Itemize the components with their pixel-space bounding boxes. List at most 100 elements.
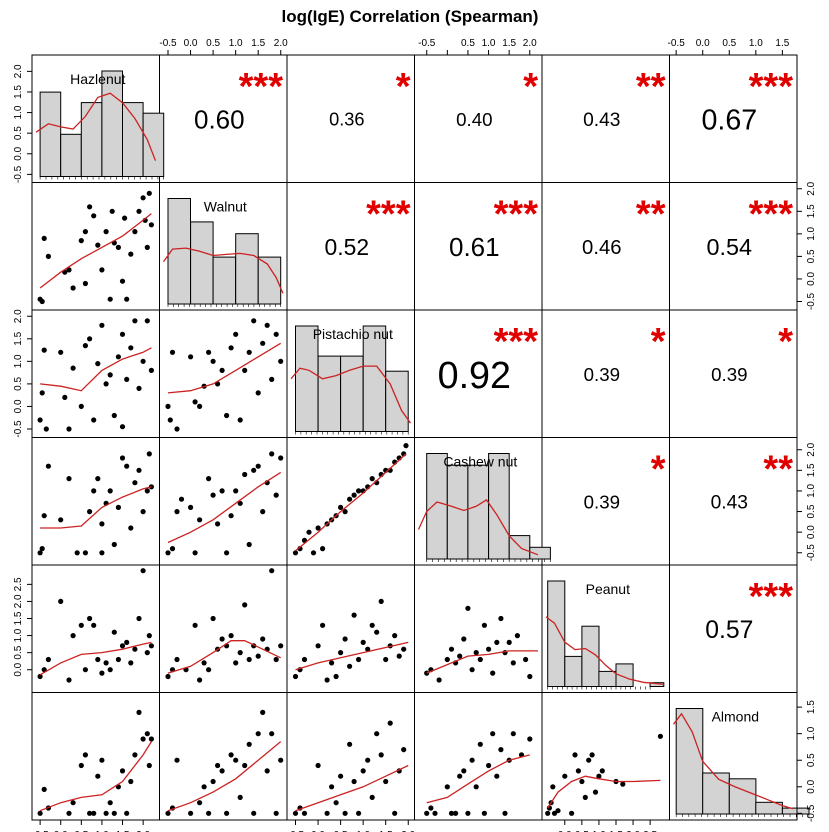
scatter-panel-peanut-vs-almond [545,733,664,816]
axis-tick-label: 1.5 [502,38,516,49]
data-point [260,636,266,642]
correlation-value: 0.92 [438,354,511,396]
axis-tick-label: -0.5 [32,830,50,832]
data-point [66,476,72,482]
data-point [273,656,279,663]
panel-frame-4-0 [31,564,160,693]
data-point [338,773,344,779]
axis-tick-label: 1.0 [806,726,817,740]
data-point [242,762,248,769]
data-point [228,345,234,351]
data-point [136,385,142,391]
data-point [140,195,146,201]
axis-pistachio-nut: -0.5 0.0 0.5 1.0 1.5 2.0 -0.5 0.0 0.5 1.0 1.5 2.0 [13,309,416,832]
data-point [188,504,194,510]
data-point [132,752,138,758]
correlation-panel-peanut-almond: 0.57*** [705,576,793,644]
scatter-panel-pistachio-nut-vs-almond [292,720,409,816]
data-point [510,660,516,666]
data-point [115,656,121,663]
data-point [260,509,266,515]
data-point [95,361,101,367]
data-point [58,349,64,355]
significance-stars: ** [636,66,666,108]
loess-smoother-line [295,641,409,671]
data-point [224,412,230,419]
data-point [387,720,393,726]
data-point [477,741,483,747]
data-point [99,757,105,763]
correlation-panel-walnut-cashew-nut: 0.61*** [449,194,538,263]
data-point [82,343,88,349]
data-point [369,622,375,628]
density-curve [162,247,284,294]
data-point [144,731,150,737]
data-point [45,463,52,469]
data-point [136,208,142,214]
data-point [109,208,115,214]
axis-tick-label: 0.0 [13,662,24,676]
loess-smoother-line [295,453,407,552]
loess-smoother-line [547,775,661,809]
scatter-panel-walnut-vs-cashew-nut [165,451,284,556]
data-point [657,733,664,739]
data-point [178,496,185,502]
data-point [498,747,504,753]
data-point [74,550,80,556]
axis-tick-label: 1.0 [13,354,24,368]
data-point [575,768,582,774]
data-point [278,757,284,763]
loess-smoother-line [39,213,152,289]
data-point [599,768,605,774]
axis-tick-label: -0.5 [13,165,24,183]
data-point [87,509,93,515]
data-point [620,781,626,787]
data-point [215,762,221,769]
data-point [246,656,252,663]
data-point [473,784,479,790]
correlation-value: 0.39 [584,491,620,512]
panel-frame-5-1 [159,692,288,821]
data-point [264,322,270,328]
data-point [82,667,88,673]
data-point [448,810,455,816]
data-point [278,643,284,649]
axis-tick-label: 0.0 [806,525,817,539]
data-point [242,471,248,478]
data-point [333,673,339,680]
data-point [70,800,76,806]
correlation-panel-hazlenut-cashew-nut: 0.40 * [456,66,538,130]
data-point [165,673,171,680]
data-point [115,504,121,510]
data-point [87,615,93,622]
panel-frame-4-2 [286,564,415,693]
data-point [392,810,398,816]
correlation-value: 0.46 [582,237,621,259]
axis-tick-label: 1.5 [13,331,24,345]
axis-tick-label: -0.5 [806,804,817,822]
variable-name-almond: Almond [712,709,759,725]
loess-smoother-line [167,741,282,812]
data-point [45,656,52,663]
data-point [111,629,117,635]
axis-tick-label: 0.5 [74,830,88,832]
data-point [197,403,203,409]
histogram-bar [598,670,617,688]
data-point [148,222,154,228]
data-point [237,650,243,656]
panel-frame-4-3 [414,564,543,693]
panel-grid: Hazlenut Walnut Pistachio nut Cashew nut Pea… [13,38,817,832]
data-point [124,639,130,646]
data-point [37,417,43,423]
data-point [70,633,76,639]
data-point [342,810,348,816]
data-point [338,650,344,656]
axis-tick-label: 0.0 [311,830,325,832]
histogram-bar [649,682,665,688]
loess-smoother-line [426,650,538,674]
axis-tick-label: 1.0 [13,105,24,119]
data-point [206,476,212,482]
data-point [315,762,321,769]
variable-name-pistachio-nut: Pistachio nut [313,326,393,342]
histogram-bar [39,91,62,177]
